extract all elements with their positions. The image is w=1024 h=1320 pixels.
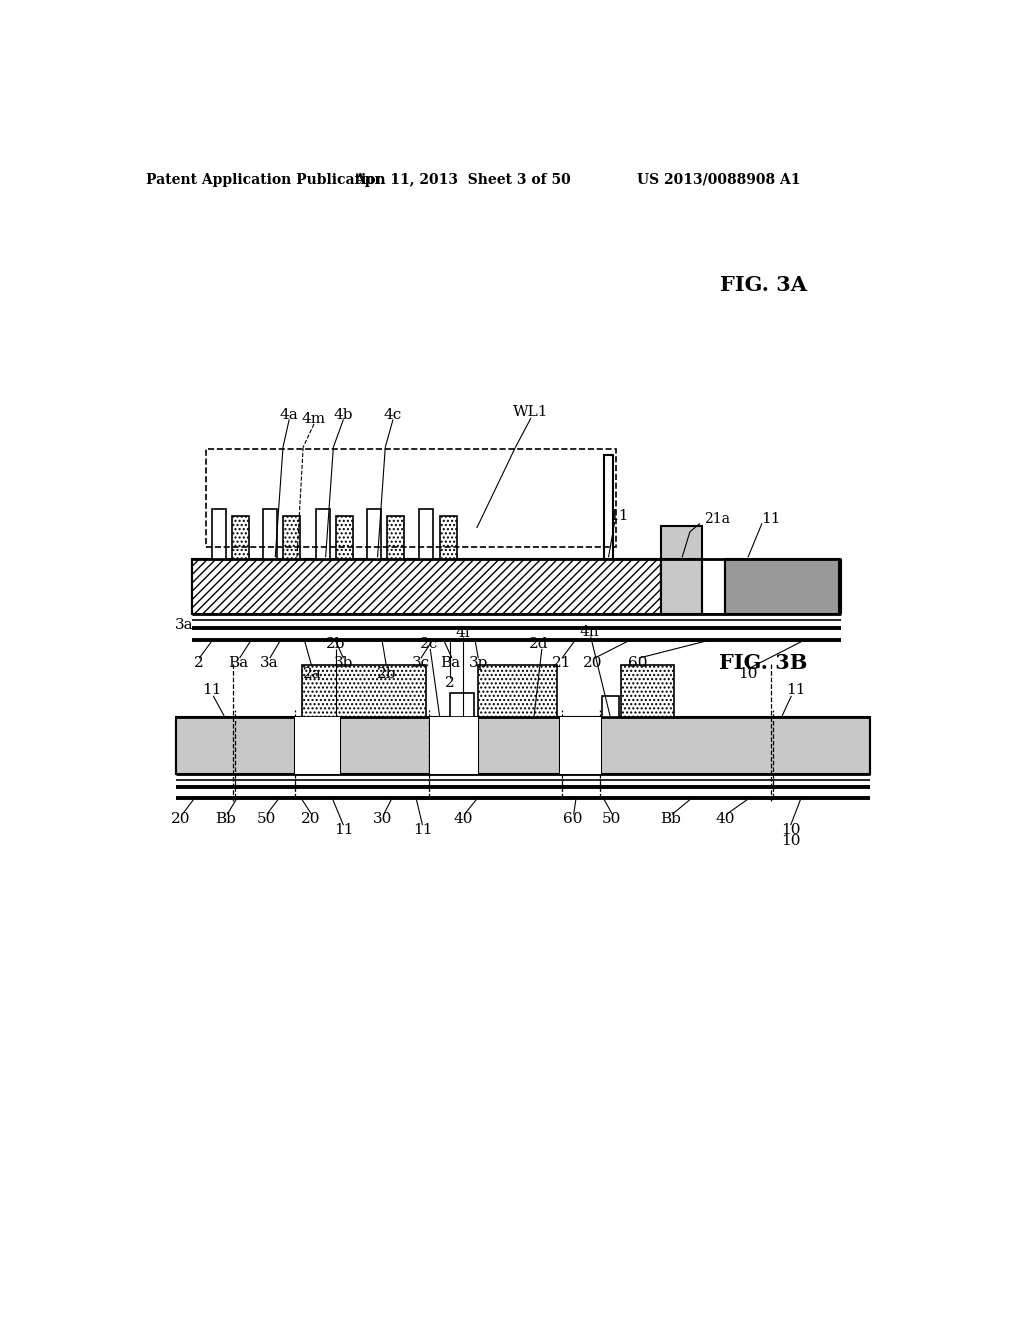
Text: Ba: Ba bbox=[228, 656, 248, 669]
Bar bbox=[387, 516, 403, 558]
Bar bbox=[336, 516, 352, 558]
Text: 3c: 3c bbox=[412, 656, 430, 669]
Text: Apr. 11, 2013  Sheet 3 of 50: Apr. 11, 2013 Sheet 3 of 50 bbox=[354, 173, 571, 187]
Text: 4c: 4c bbox=[384, 408, 402, 422]
Text: 2a: 2a bbox=[303, 667, 322, 681]
Bar bbox=[191, 558, 662, 614]
Text: 2b: 2b bbox=[377, 667, 396, 681]
Bar bbox=[302, 665, 426, 718]
Text: 4m: 4m bbox=[302, 412, 326, 426]
Text: 20: 20 bbox=[584, 656, 603, 669]
Bar bbox=[604, 455, 613, 558]
Text: 20: 20 bbox=[171, 812, 190, 826]
Text: 3p: 3p bbox=[469, 656, 488, 669]
Text: 11: 11 bbox=[334, 822, 353, 837]
Text: FIG. 3A: FIG. 3A bbox=[720, 276, 807, 296]
Text: Bb: Bb bbox=[215, 812, 237, 826]
Text: 10: 10 bbox=[781, 822, 801, 837]
Text: 3b: 3b bbox=[334, 656, 353, 669]
Text: Ba: Ba bbox=[440, 656, 461, 669]
Text: 30: 30 bbox=[373, 812, 392, 826]
Bar bbox=[602, 696, 620, 718]
Text: 10: 10 bbox=[738, 667, 758, 681]
Text: 4a: 4a bbox=[280, 408, 299, 422]
Text: 11: 11 bbox=[762, 512, 781, 525]
Bar bbox=[420, 508, 433, 558]
Text: 50: 50 bbox=[602, 812, 622, 826]
Bar bbox=[295, 718, 340, 775]
Bar bbox=[478, 665, 557, 718]
Text: 20: 20 bbox=[301, 812, 321, 826]
Text: Patent Application Publication: Patent Application Publication bbox=[146, 173, 386, 187]
Text: 2b: 2b bbox=[326, 638, 345, 651]
Text: 11: 11 bbox=[786, 684, 806, 697]
Text: 60: 60 bbox=[628, 656, 648, 669]
Text: 4n: 4n bbox=[580, 624, 599, 639]
Text: 50: 50 bbox=[256, 812, 275, 826]
Bar bbox=[662, 558, 701, 614]
Text: Bb: Bb bbox=[660, 812, 681, 826]
Bar bbox=[206, 449, 616, 548]
Bar bbox=[315, 508, 330, 558]
Text: 60: 60 bbox=[563, 812, 583, 826]
Bar bbox=[283, 516, 300, 558]
Text: 11: 11 bbox=[609, 510, 629, 524]
Text: 4i: 4i bbox=[456, 626, 470, 640]
Text: FIG. 3B: FIG. 3B bbox=[719, 653, 808, 673]
Text: US 2013/0088908 A1: US 2013/0088908 A1 bbox=[637, 173, 801, 187]
Text: 40: 40 bbox=[715, 812, 734, 826]
Bar bbox=[176, 718, 870, 775]
Bar bbox=[367, 508, 381, 558]
Text: 3a: 3a bbox=[260, 656, 279, 669]
Text: 4b: 4b bbox=[334, 408, 353, 422]
Bar bbox=[451, 693, 474, 718]
Bar bbox=[725, 558, 840, 614]
Text: 21: 21 bbox=[552, 656, 571, 669]
Text: 2d: 2d bbox=[529, 638, 549, 651]
Bar bbox=[430, 718, 478, 775]
Text: 10: 10 bbox=[781, 834, 801, 847]
Bar bbox=[263, 508, 276, 558]
Text: 21a: 21a bbox=[705, 512, 730, 525]
Bar bbox=[231, 516, 249, 558]
Text: 3a: 3a bbox=[174, 618, 194, 632]
Bar bbox=[560, 718, 601, 775]
Text: 2c: 2c bbox=[420, 638, 438, 651]
Text: 11: 11 bbox=[413, 822, 432, 837]
Bar bbox=[439, 516, 457, 558]
Text: WL1: WL1 bbox=[513, 405, 549, 418]
Bar bbox=[212, 508, 225, 558]
Text: 11: 11 bbox=[202, 684, 221, 697]
Bar bbox=[662, 527, 701, 558]
Text: 40: 40 bbox=[453, 812, 472, 826]
Bar bbox=[621, 665, 674, 718]
Text: 2: 2 bbox=[444, 676, 455, 690]
Text: 2: 2 bbox=[195, 656, 204, 669]
